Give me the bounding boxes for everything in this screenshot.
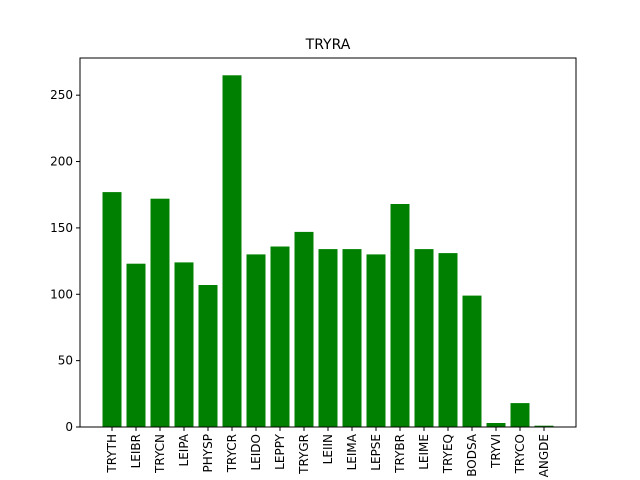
bar-leppy [270, 246, 290, 427]
y-tick-label: 200 [50, 155, 73, 169]
y-axis-ticks: 0 50 100 150 200 250 [50, 88, 80, 434]
x-tick-label: LEIME [417, 434, 431, 470]
x-tick-label: TRYCN [153, 434, 167, 474]
x-tick-label: TRYGR [297, 434, 311, 475]
x-tick-label: ANGDE [537, 434, 551, 477]
y-tick-label: 250 [50, 88, 73, 102]
bar-bodsa [462, 295, 482, 427]
x-tick-label: LEIDO [249, 434, 263, 471]
y-tick-label: 50 [58, 354, 73, 368]
x-tick-label: TRYVI [489, 434, 503, 469]
x-tick-label: TRYCO [513, 434, 527, 474]
x-tick-label: TRYCR [225, 434, 239, 473]
bar-physp [198, 285, 218, 427]
x-tick-label: LEIPA [177, 433, 191, 466]
x-tick-label: TRYEQ [441, 434, 455, 474]
bar-leime [414, 249, 434, 427]
y-tick-label: 150 [50, 221, 73, 235]
bar-tryeq [438, 253, 458, 427]
bar-leipa [174, 262, 194, 427]
x-tick-label: LEIMA [345, 433, 359, 470]
plot-area-frame [79, 57, 577, 428]
bar-trybr [390, 204, 410, 427]
x-tick-label: TRYTH [105, 434, 119, 474]
x-tick-label: BODSA [465, 433, 479, 477]
chart-title: TRYRA [305, 37, 351, 53]
bar-trygr [294, 231, 314, 427]
bar-leibr [126, 263, 146, 427]
bar-angde [534, 425, 554, 427]
bar-tryvi [486, 423, 506, 427]
x-tick-label: LEIBR [129, 434, 143, 468]
x-tick-label: LEIIN [321, 434, 335, 464]
bar-tryth [102, 192, 122, 427]
bar-lepse [366, 254, 386, 427]
bar-leiin [318, 249, 338, 427]
x-tick-label: PHYSP [201, 434, 215, 472]
y-tick-label: 0 [65, 420, 73, 434]
bar-tryco [510, 403, 530, 427]
x-tick-label: TRYBR [393, 434, 407, 474]
bar-trycn [150, 198, 170, 427]
bar-leima [342, 249, 362, 427]
bar-trycr [222, 75, 242, 428]
x-axis-ticks: TRYTH LEIBR TRYCN LEIPA PHYSP TRYCR LEIDO LEPPY… [105, 427, 551, 477]
x-tick-label: LEPPY [273, 433, 287, 469]
y-tick-label: 100 [50, 287, 73, 301]
x-tick-label: LEPSE [369, 434, 383, 471]
bars-group [102, 75, 554, 428]
bar-leido [246, 254, 266, 427]
